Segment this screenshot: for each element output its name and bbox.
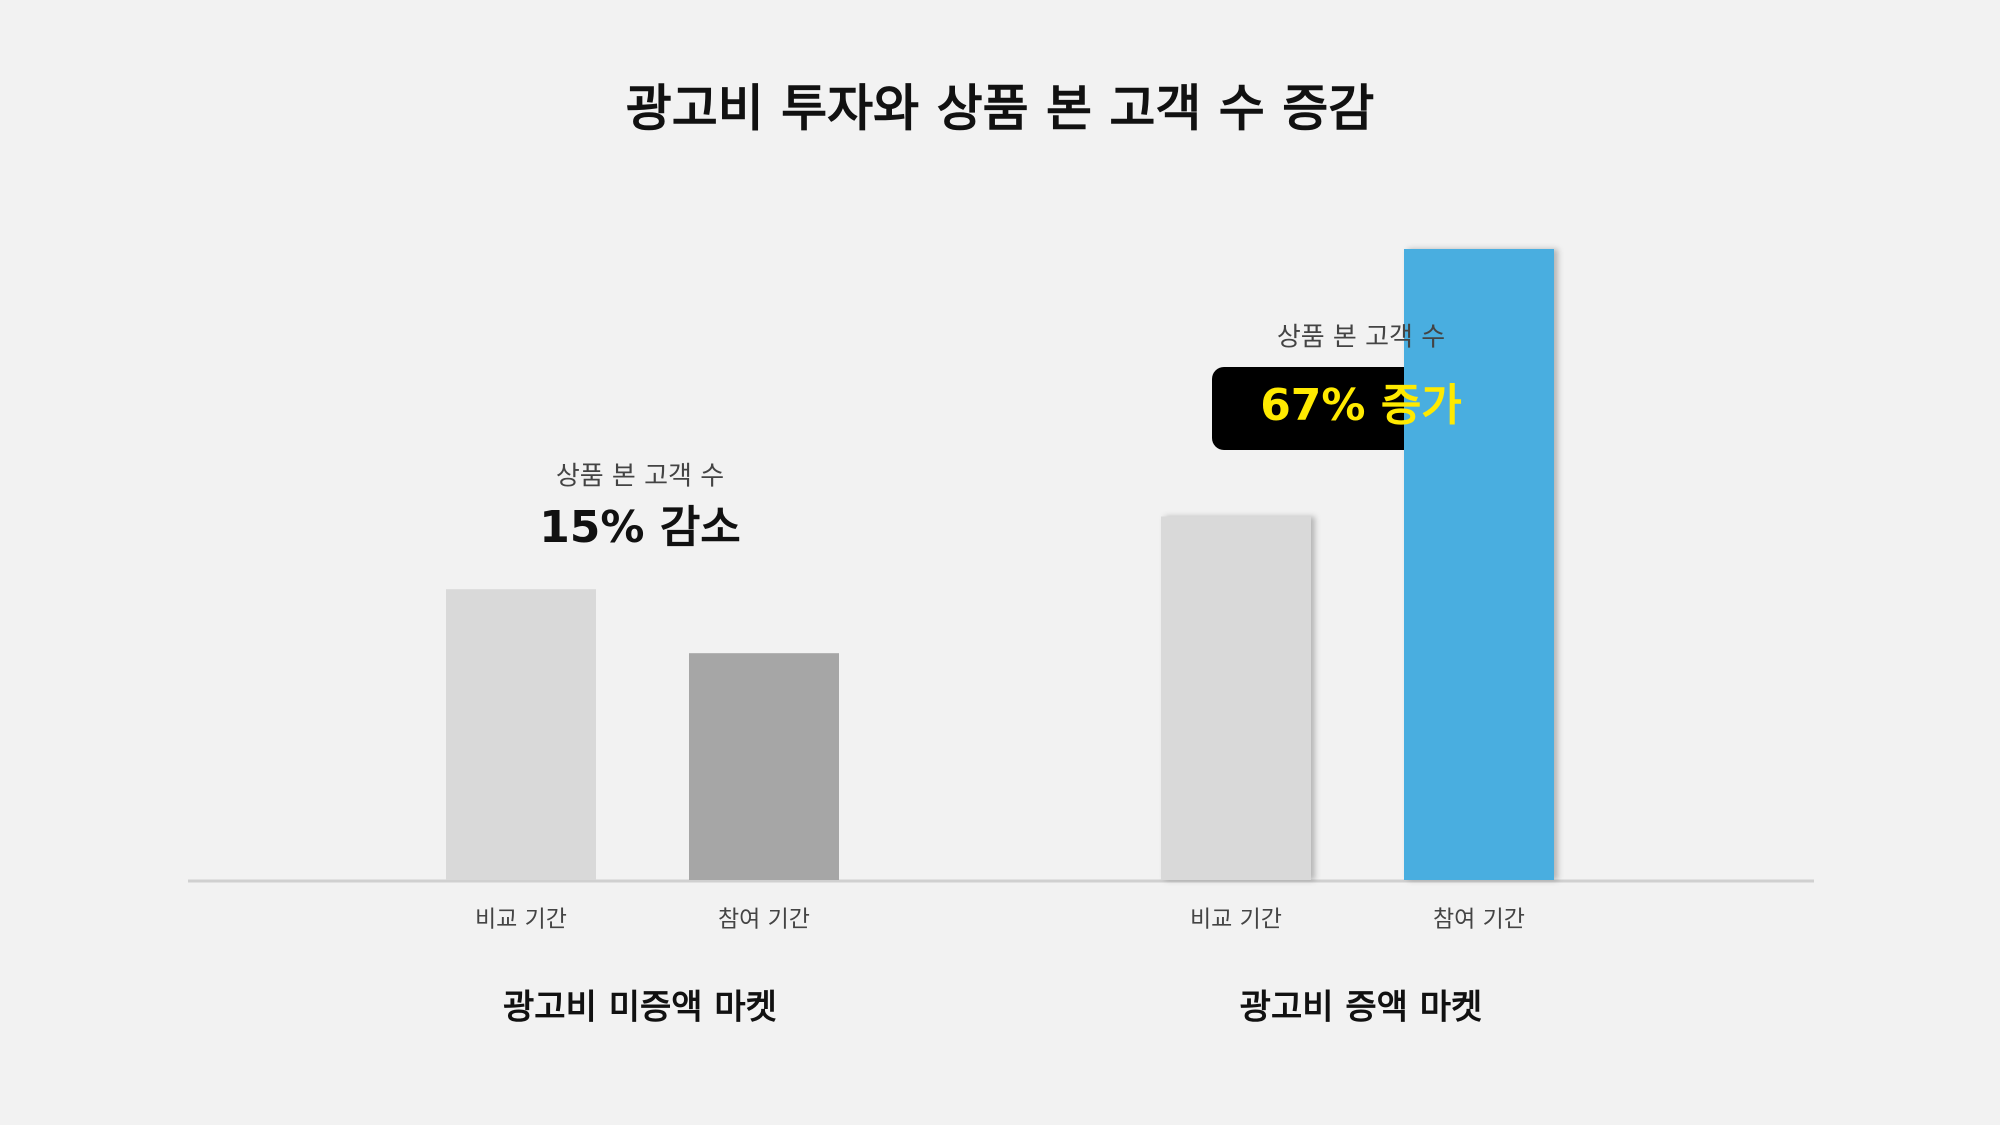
annotation-text: 67% 증가 (1260, 380, 1462, 431)
bar (1404, 249, 1554, 880)
group-label: 광고비 증액 마켓 (1240, 988, 1483, 1028)
bar (689, 653, 839, 880)
x-tick-label: 참여 기간 (1433, 907, 1525, 933)
annotation-label: 상품 본 고객 수 (1277, 323, 1445, 353)
chart-title: 광고비 투자와 상품 본 고객 수 증감 (626, 80, 1374, 138)
group-label: 광고비 미증액 마켓 (503, 988, 777, 1028)
bar (1161, 516, 1311, 880)
annotation-text: 15% 감소 (539, 502, 741, 553)
x-tick-label: 참여 기간 (718, 907, 810, 933)
x-tick-label: 비교 기간 (475, 907, 567, 933)
annotation-label: 상품 본 고객 수 (556, 462, 724, 492)
x-tick-label: 비교 기간 (1190, 907, 1282, 933)
bar (446, 589, 596, 880)
